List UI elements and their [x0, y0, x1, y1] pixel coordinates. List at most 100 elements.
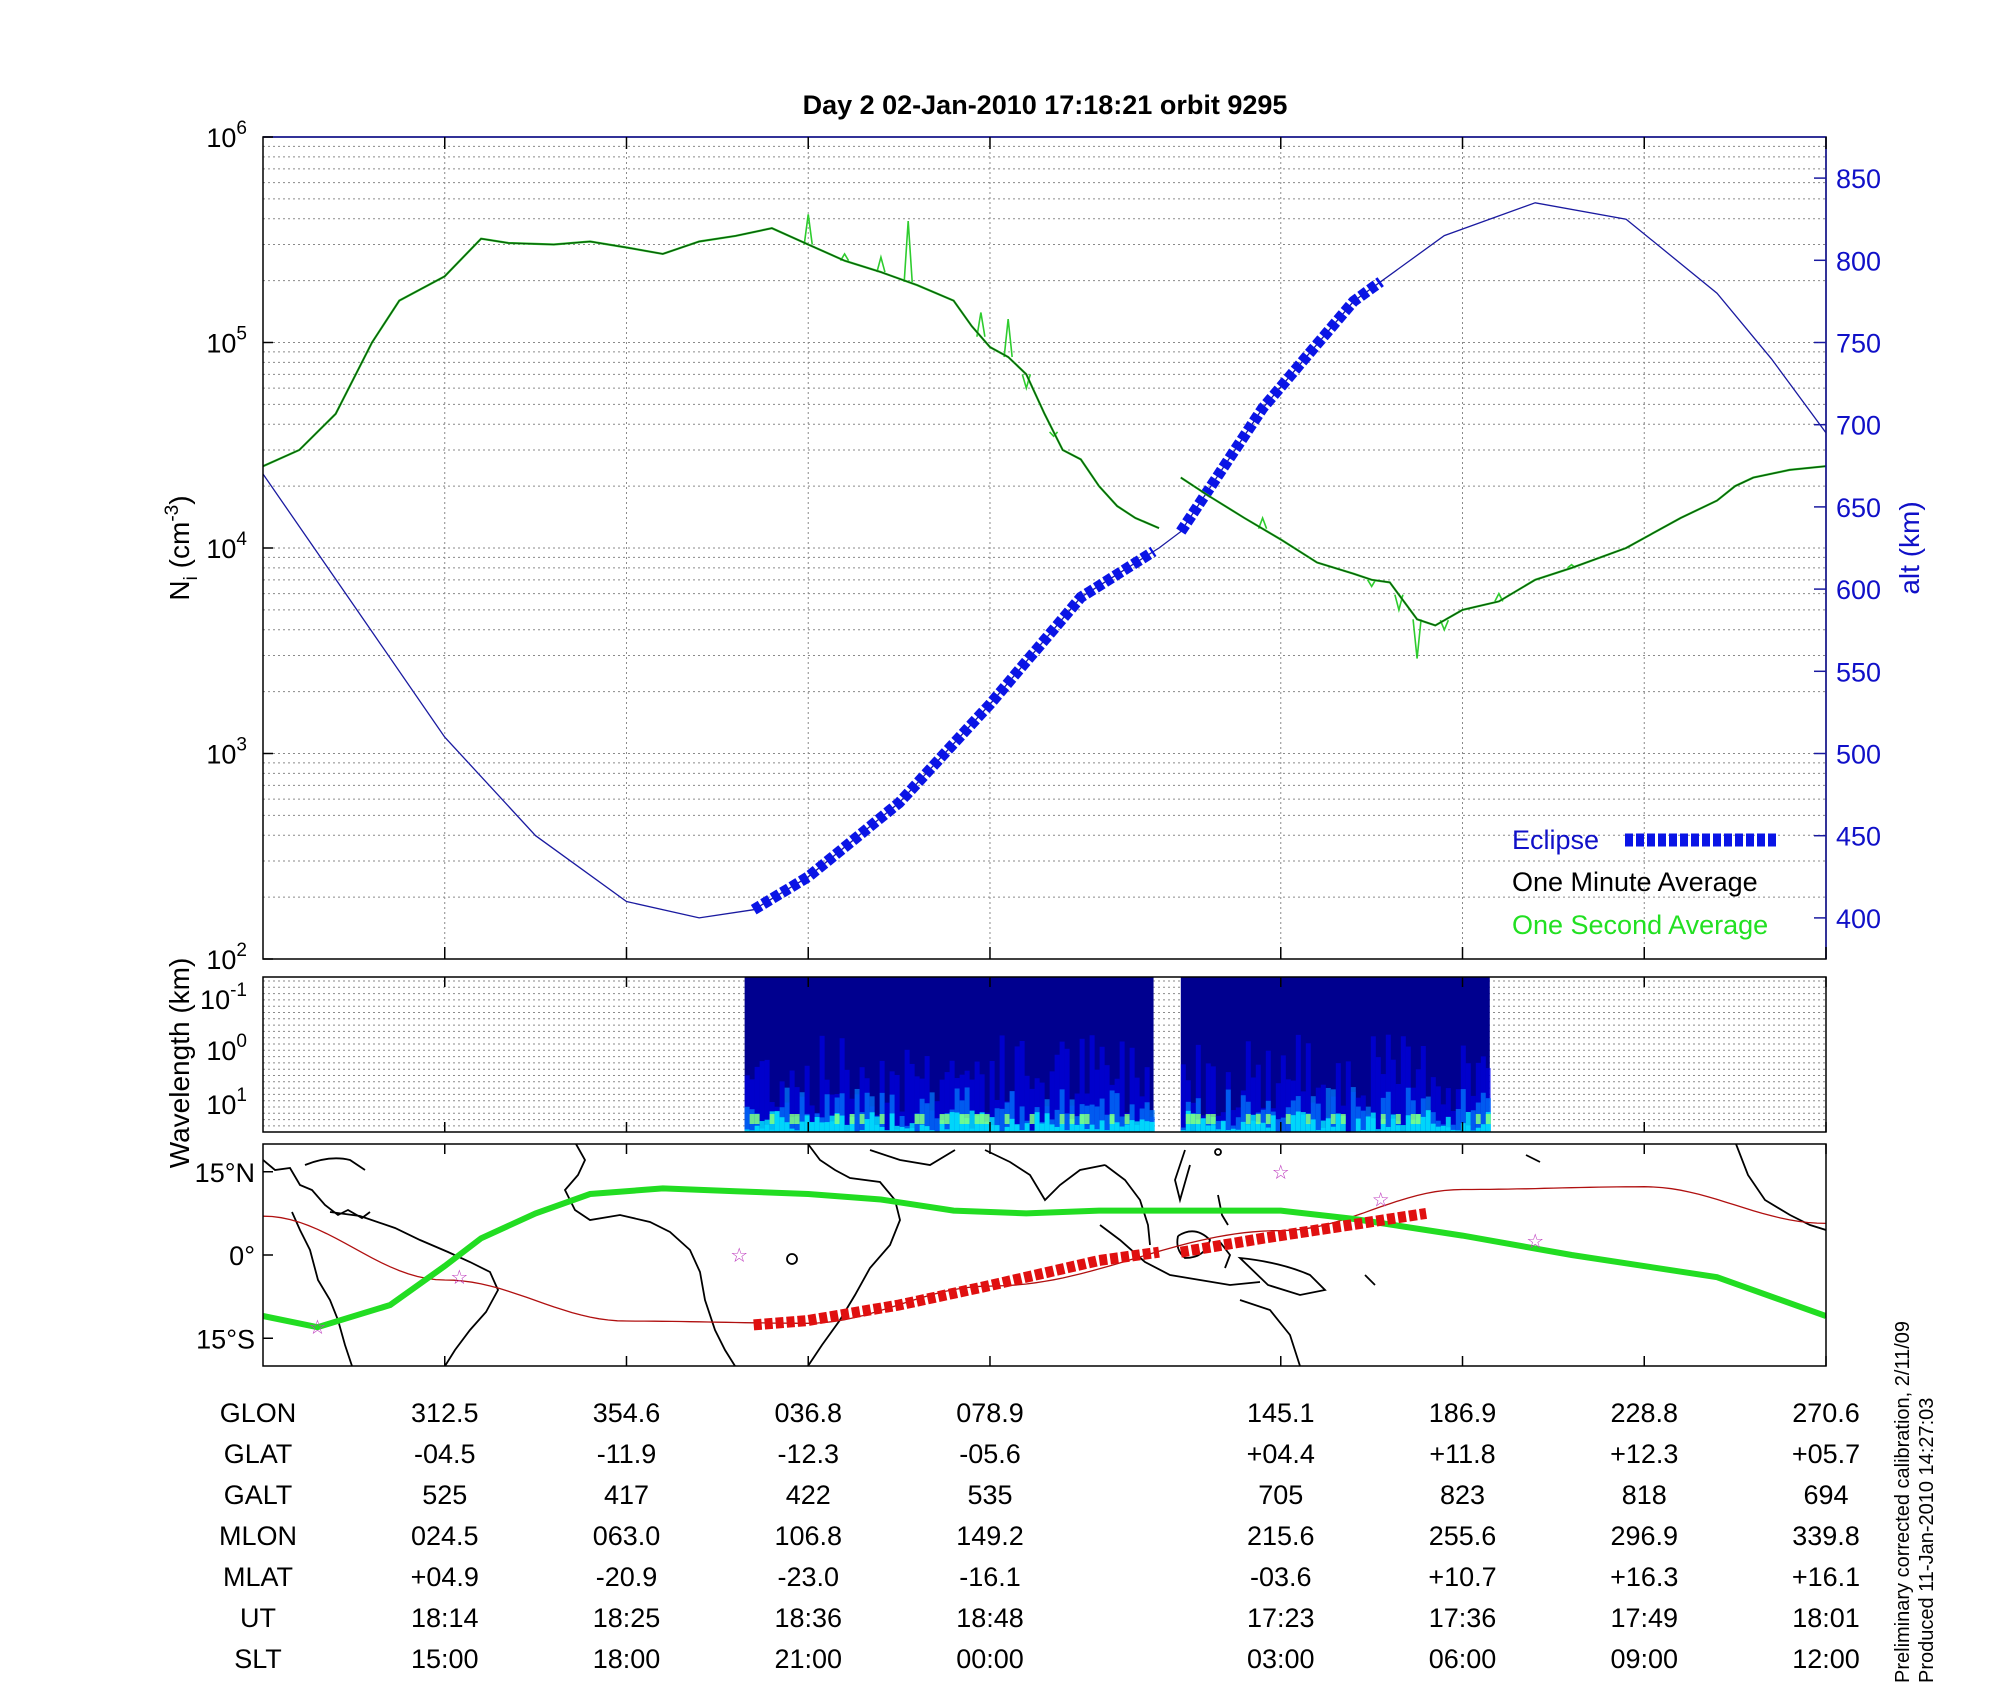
y-tick-exp: 2 — [236, 940, 247, 961]
spectrogram-cell — [1335, 1063, 1341, 1132]
spectrogram-cell — [1375, 1129, 1381, 1132]
spectrogram-cell — [1230, 1110, 1236, 1132]
spectrogram-cell — [1305, 1043, 1311, 1132]
legend-second-label: One Second Average — [1512, 910, 1768, 940]
spectrogram-cell — [964, 1114, 970, 1124]
second-average-spike — [839, 252, 850, 262]
spectrogram-cell — [949, 1060, 955, 1132]
spectrogram-tick-exp: 0 — [236, 1031, 247, 1052]
spectrogram-tick-label: 100 — [206, 1031, 247, 1066]
table-row-label: MLON — [219, 1521, 297, 1551]
spectrogram-cell — [1049, 1124, 1055, 1132]
second-average-spike — [1494, 591, 1504, 602]
spectrogram-cell — [944, 1114, 950, 1124]
right-tick-label: 400 — [1836, 904, 1881, 934]
spectrogram-cell — [1410, 1114, 1416, 1124]
spectrogram-cell — [1380, 1114, 1386, 1124]
second-average-spike — [976, 312, 986, 337]
spectrogram-cell — [849, 1114, 855, 1124]
second-average-spike — [1366, 579, 1377, 588]
spectrogram-cell — [1480, 1092, 1486, 1132]
spectrogram-cell — [1079, 1114, 1085, 1124]
y-tick-base: 10 — [206, 329, 236, 359]
spectrogram-cell — [1465, 1063, 1471, 1132]
table-cell: 145.1 — [1247, 1398, 1315, 1428]
y-tick-exp: 6 — [236, 118, 247, 139]
spectrogram-cell — [1134, 1121, 1140, 1132]
spectrogram-cell — [839, 1038, 845, 1132]
spectrogram-cell — [1144, 1102, 1150, 1132]
spectrogram-cell — [1265, 1114, 1271, 1124]
table-cell: 255.6 — [1429, 1521, 1497, 1551]
table-cell: -05.6 — [959, 1439, 1021, 1469]
spectrogram-cell — [1465, 1111, 1471, 1132]
spectrogram-cell — [1300, 1112, 1306, 1132]
spectrogram-cell — [929, 1130, 935, 1132]
map-lat-ticks: 15°N 0° 15°S — [195, 1158, 273, 1354]
spectrogram-cell — [899, 1126, 905, 1132]
spectrogram-cell — [1460, 1045, 1466, 1132]
spectrogram-cell — [1435, 1086, 1441, 1132]
spectrogram-cell — [849, 1116, 855, 1132]
table-cell: 17:49 — [1610, 1603, 1678, 1633]
footer-calibration: Preliminary corrected calibration, 2/11/… — [1892, 1321, 1914, 1683]
spectrogram-cell — [949, 1112, 955, 1132]
spectrogram-cell — [1450, 1124, 1456, 1132]
legend-minute-label: One Minute Average — [1512, 867, 1758, 897]
spectrogram-cell — [844, 1069, 850, 1132]
spectrogram-cell — [1129, 1120, 1135, 1132]
spectrogram-cell — [749, 1114, 755, 1124]
spectrogram-cell — [1425, 1110, 1431, 1132]
spectrogram-cell — [1360, 1129, 1366, 1132]
right-tick-label: 550 — [1836, 657, 1881, 687]
spectrogram-cell — [754, 1066, 760, 1132]
spectrogram-cell — [1099, 1120, 1105, 1132]
south-america-west-coast — [291, 1211, 353, 1366]
spectrogram-cell — [1109, 1090, 1115, 1132]
spectrogram-tick-label: 101 — [206, 1085, 247, 1120]
spectrogram-cell — [759, 1121, 765, 1132]
spectrogram-cell — [749, 1130, 755, 1132]
table-row-label: MLAT — [223, 1562, 293, 1592]
spectrogram-cell — [1440, 1125, 1446, 1132]
spectrogram-cell — [1104, 1114, 1110, 1132]
spectrogram-cell — [794, 1130, 800, 1132]
table-cell: 18:00 — [593, 1644, 661, 1674]
table-cell: 18:36 — [774, 1603, 842, 1633]
spectrogram-cell — [1430, 1123, 1436, 1132]
spectrogram-cell — [1195, 1114, 1201, 1124]
spectrogram-cell — [1355, 1118, 1361, 1132]
spectrogram-cell — [1305, 1114, 1311, 1124]
west-africa-coast — [563, 1144, 736, 1366]
spectrogram-cell — [1054, 1126, 1060, 1132]
table-cell: +12.3 — [1610, 1439, 1678, 1469]
spectrogram-cell — [914, 1076, 920, 1132]
spectrogram-cell — [964, 1087, 970, 1132]
spectrogram-cell — [1124, 1114, 1130, 1124]
table-cell: 823 — [1440, 1480, 1485, 1510]
spectrogram-cell — [1230, 1125, 1236, 1132]
spectrogram-cell — [1185, 1114, 1191, 1124]
spectrogram-cell — [1114, 1122, 1120, 1132]
orbit-data-table: GLON 312.5 354.6 036.8 078.9 145.1 186.9 228.8 2… — [219, 1398, 1860, 1674]
spectrogram-cell — [1375, 1057, 1381, 1132]
spectrogram-cell — [1400, 1036, 1406, 1132]
spectrogram-cell — [989, 1117, 995, 1132]
table-cell: 312.5 — [411, 1398, 479, 1428]
australia-north — [1239, 1299, 1301, 1366]
spectrogram-cell — [934, 1118, 940, 1132]
footer-produced: Produced 11-Jan-2010 14:27:03 — [1916, 1398, 1938, 1683]
spectrogram-cell — [904, 1128, 910, 1132]
spectrogram-cell — [1074, 1124, 1080, 1132]
spectrogram-cell — [1460, 1123, 1466, 1132]
spectrogram-cell — [1395, 1114, 1401, 1124]
spectrogram-cell — [1450, 1111, 1456, 1132]
y-tick-base: 10 — [206, 945, 236, 975]
y-tick-label: 104 — [206, 529, 247, 564]
table-cell: -16.1 — [959, 1562, 1021, 1592]
map-tick-label: 15°N — [195, 1158, 255, 1188]
table-cell: 354.6 — [593, 1398, 661, 1428]
track-eclipse-segment — [1179, 1207, 1428, 1258]
southeast-asia-coast — [1104, 1164, 1151, 1246]
